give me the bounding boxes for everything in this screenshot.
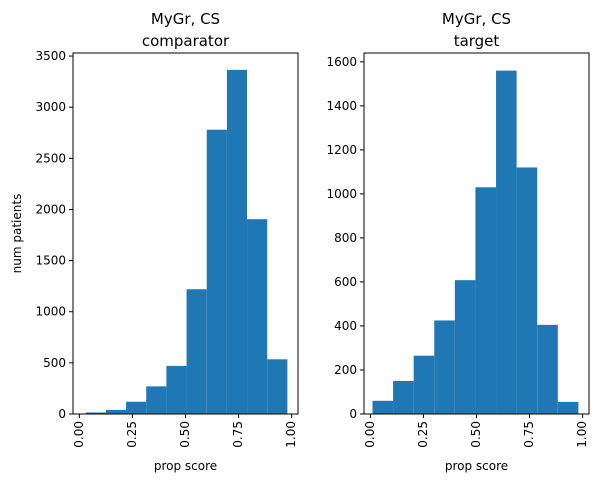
y-tick-label: 1600 xyxy=(326,55,357,69)
x-tick-label: 0.00 xyxy=(363,421,377,448)
y-tick-label: 400 xyxy=(334,319,357,333)
chart-subtitle: target xyxy=(454,32,500,50)
x-tick-label: 1.00 xyxy=(575,421,589,448)
y-tick-label: 1200 xyxy=(326,143,357,157)
chart-subtitle: comparator xyxy=(142,32,230,50)
x-axis-label: prop score xyxy=(154,459,217,473)
histogram-bar xyxy=(186,289,207,414)
histogram-bar xyxy=(247,219,268,414)
x-tick-label: 0.25 xyxy=(125,421,139,448)
histogram-bar xyxy=(226,69,248,415)
histogram-bar xyxy=(496,70,517,415)
target-panel: 0.00 0.25 0.50 0.75 1.00 0 200 400 600 800 1000 120… xyxy=(326,10,590,473)
y-tick-label: 1000 xyxy=(35,305,66,319)
histogram-bar xyxy=(105,409,127,414)
y-tick-label: 0 xyxy=(349,407,357,421)
y-tick-label: 3500 xyxy=(35,49,66,63)
y-tick-label: 500 xyxy=(43,356,66,370)
y-axis-label: num patients xyxy=(10,194,24,274)
histogram-bar xyxy=(475,187,497,414)
chart-title: MyGr, CS xyxy=(151,10,220,28)
histogram-bar xyxy=(516,167,538,414)
histogram-bar xyxy=(372,400,394,414)
histogram-bar xyxy=(393,380,414,414)
y-tick-label: 200 xyxy=(334,363,357,377)
histogram-bar xyxy=(146,386,167,414)
comparator-panel: 0.00 0.25 0.50 0.75 1.00 0 500 1000 1500 2000 2500… xyxy=(10,10,299,473)
x-tick-label: 1.00 xyxy=(284,421,298,448)
histogram-bar xyxy=(126,401,147,414)
y-tick-label: 0 xyxy=(58,407,66,421)
histogram-bar xyxy=(537,324,558,414)
y-tick-label: 2000 xyxy=(35,202,66,216)
y-tick-label: 3000 xyxy=(35,100,66,114)
histogram-bar xyxy=(85,412,106,414)
y-tick-label: 1000 xyxy=(326,187,357,201)
x-axis-label: prop score xyxy=(445,459,508,473)
chart-title: MyGr, CS xyxy=(442,10,511,28)
y-tick-label: 600 xyxy=(334,275,357,289)
histogram-bar xyxy=(206,129,227,414)
y-tick-label: 1400 xyxy=(326,99,357,113)
y-tick-label: 1500 xyxy=(35,254,66,268)
x-tick-label: 0.50 xyxy=(469,421,483,448)
histogram-bar xyxy=(434,320,455,414)
histogram-bar xyxy=(267,359,288,414)
histogram-bar xyxy=(166,365,187,414)
x-tick-label: 0.75 xyxy=(231,421,245,448)
y-tick-label: 800 xyxy=(334,231,357,245)
histogram-bar xyxy=(557,401,579,414)
x-tick-label: 0.00 xyxy=(72,421,86,448)
x-tick-label: 0.75 xyxy=(522,421,536,448)
y-tick-label: 2500 xyxy=(35,151,66,165)
x-tick-label: 0.50 xyxy=(178,421,192,448)
histogram-bar xyxy=(413,355,435,414)
x-tick-label: 0.25 xyxy=(416,421,430,448)
histogram-bar xyxy=(454,280,476,414)
